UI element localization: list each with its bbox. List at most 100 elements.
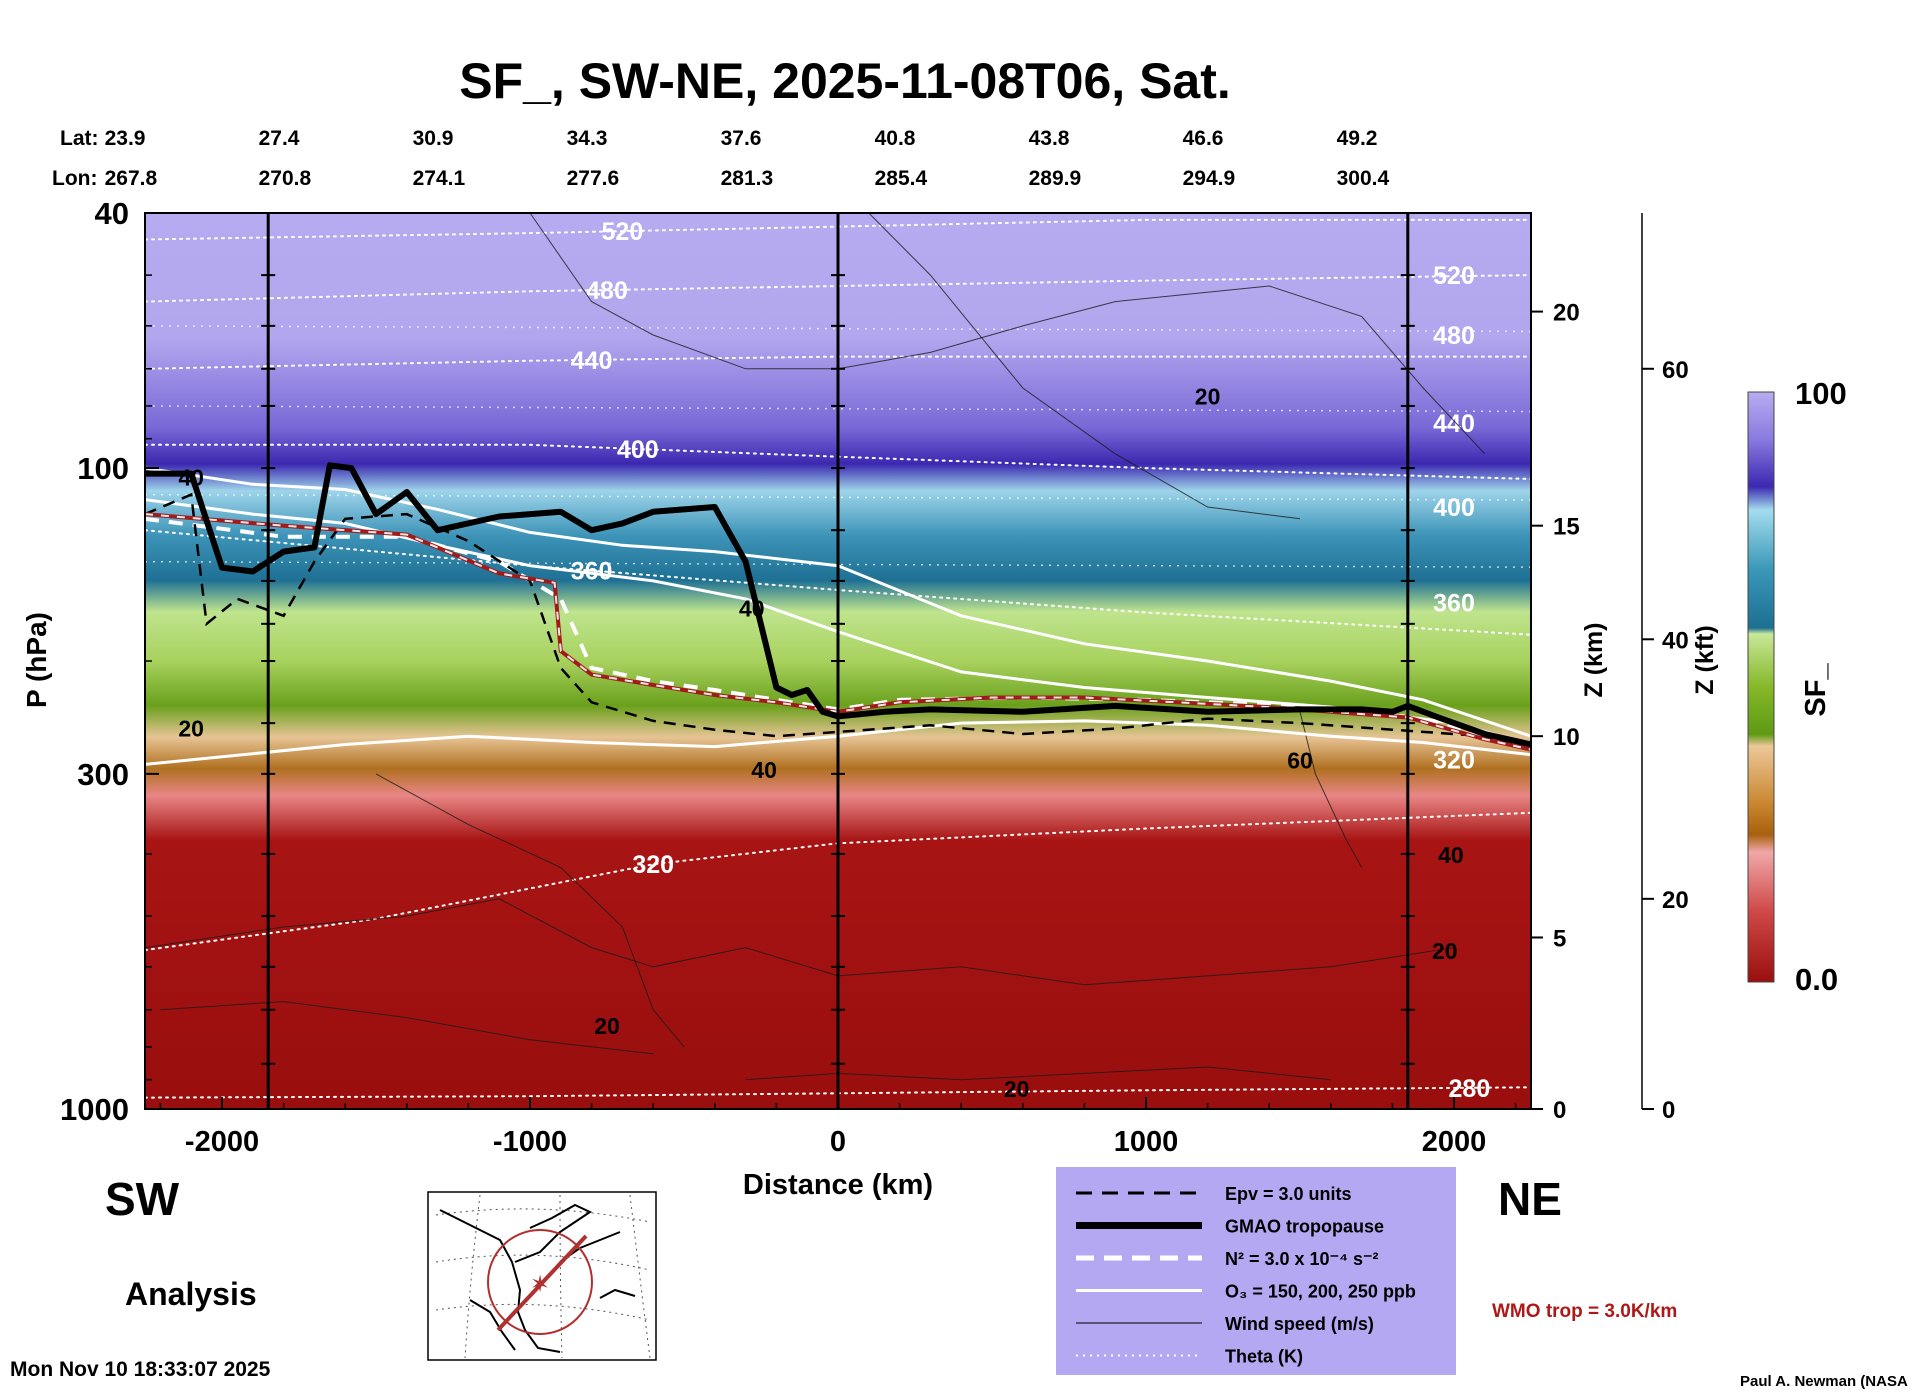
lat-value: 40.8 xyxy=(875,127,916,150)
wind-speed-contour xyxy=(745,1066,1331,1081)
epv-contour xyxy=(145,492,1531,751)
lat-value: 43.8 xyxy=(1029,127,1070,150)
z-km-axis-label: Z (km) xyxy=(1580,623,1608,698)
ozone-contour xyxy=(145,466,1531,738)
colorbar-max-label: 100 xyxy=(1795,376,1847,411)
lon-value: 285.4 xyxy=(875,167,928,190)
z-kft-tick-label: 60 xyxy=(1662,357,1689,384)
region-right-label: NE xyxy=(1498,1173,1562,1225)
lon-value: 289.9 xyxy=(1029,167,1082,190)
theta-label: 280 xyxy=(1449,1075,1491,1103)
lat-value: 27.4 xyxy=(259,127,300,150)
wind-speed-contour xyxy=(529,213,1486,455)
colorbar-min-label: 0.0 xyxy=(1795,962,1838,997)
inset-map-frame xyxy=(427,1191,657,1361)
legend-label: Theta (K) xyxy=(1225,1347,1303,1367)
wind-speed-label: 20 xyxy=(1195,383,1221,409)
y-axis-label: P (hPa) xyxy=(21,612,52,708)
x-tick-label: 2000 xyxy=(1422,1126,1487,1158)
region-left-label: SW xyxy=(105,1173,180,1225)
x-axis-label: Distance (km) xyxy=(743,1169,933,1201)
theta-line xyxy=(145,811,1531,952)
credit-label: Paul A. Newman (NASA xyxy=(1740,1373,1908,1390)
legend-box xyxy=(1056,1167,1456,1375)
inset-map-center-marker: ✶ xyxy=(530,1270,550,1298)
legend: Epv = 3.0 units GMAO tropopause N² = 3.0 x… xyxy=(1056,1167,1456,1375)
latlon-labels: 23.9 27.4 30.9 34.3 37.6 40.8 43.8 46.6 49.2 267.… xyxy=(105,127,1390,190)
legend-label: N² = 3.0 x 10⁻⁴ s⁻² xyxy=(1225,1249,1378,1269)
inset-map-section-line xyxy=(496,1234,588,1332)
chart-title: SF_, SW-NE, 2025-11-08T06, Sat. xyxy=(459,53,1231,109)
theta-label: 440 xyxy=(1433,410,1475,438)
z-km-tick-label: 0 xyxy=(1553,1097,1566,1124)
theta-label: 320 xyxy=(632,851,674,879)
colorbar-gradient xyxy=(1747,391,1775,983)
x-tick-label: 0 xyxy=(830,1126,846,1158)
p-tick-label: 1000 xyxy=(60,1092,129,1127)
lon-value: 267.8 xyxy=(105,167,158,190)
wind-speed-label: 20 xyxy=(594,1013,620,1039)
lon-value: 281.3 xyxy=(721,167,774,190)
p-tick-label: 100 xyxy=(77,451,129,486)
inset-map-coastline xyxy=(439,1203,636,1353)
x-tick-label: -1000 xyxy=(493,1126,567,1158)
analysis-label: Analysis xyxy=(125,1276,257,1312)
lon-value: 274.1 xyxy=(413,167,466,190)
theta-label: 360 xyxy=(1433,589,1475,617)
wind-speed-contour xyxy=(160,1001,654,1055)
lon-value: 300.4 xyxy=(1337,167,1390,190)
ozone-contour xyxy=(145,719,1531,766)
colorbar: 100 0.0 SF_ xyxy=(1747,376,1847,997)
lat-value: 30.9 xyxy=(413,127,454,150)
lon-value: 294.9 xyxy=(1183,167,1236,190)
lon-row-label: Lon: xyxy=(52,167,97,190)
wind-speed-contour xyxy=(375,773,685,1048)
y-axis-z-kft: 60 40 20 0 xyxy=(1641,213,1689,1124)
legend-label: Epv = 3.0 units xyxy=(1225,1184,1352,1204)
inset-map-range-circle xyxy=(487,1229,593,1335)
theta-label: 480 xyxy=(1433,322,1475,350)
wind-speed-label: 20 xyxy=(1004,1076,1030,1102)
wind-speed-label: 40 xyxy=(739,595,765,621)
wind-speed-contour xyxy=(145,898,1455,986)
y-axis-pressure: 40 100 300 1000 xyxy=(60,196,159,1127)
z-kft-tick-label: 0 xyxy=(1662,1097,1675,1124)
p-tick-label: 300 xyxy=(77,757,129,792)
lat-value: 49.2 xyxy=(1337,127,1378,150)
theta-label: 520 xyxy=(602,218,644,246)
z-km-tick-label: 20 xyxy=(1553,300,1580,327)
wind-speed-label: 40 xyxy=(178,464,204,490)
legend-label: GMAO tropopause xyxy=(1225,1217,1384,1237)
plot-area: 5204804404003603202805204804404003603202… xyxy=(144,212,1532,1110)
wind-speed-contour xyxy=(1299,711,1363,868)
theta-label: 520 xyxy=(1433,262,1475,290)
z-kft-tick-label: 40 xyxy=(1662,627,1689,654)
inset-map: ✶ xyxy=(427,1191,657,1361)
wind-speed-label: 60 xyxy=(1287,748,1313,774)
theta-label: 320 xyxy=(1433,747,1475,775)
legend-label: O₃ = 150, 200, 250 ppb xyxy=(1225,1282,1416,1302)
wind-speed-label: 20 xyxy=(1432,938,1458,964)
z-km-tick-label: 5 xyxy=(1553,925,1566,952)
theta-label: 400 xyxy=(617,436,659,464)
lat-value: 23.9 xyxy=(105,127,146,150)
lon-value: 277.6 xyxy=(567,167,620,190)
z-km-tick-label: 10 xyxy=(1553,724,1580,751)
x-tick-label: 1000 xyxy=(1114,1126,1179,1158)
x-tick-label: -2000 xyxy=(185,1126,259,1158)
lon-value: 270.8 xyxy=(259,167,312,190)
theta-label: 400 xyxy=(1433,494,1475,522)
wind-speed-label: 40 xyxy=(1438,842,1464,868)
z-km-tick-label: 15 xyxy=(1553,514,1580,541)
x-axis: -2000 -1000 0 1000 2000 xyxy=(159,1097,1517,1158)
colorbar-label: SF_ xyxy=(1800,663,1832,717)
theta-label: 480 xyxy=(586,277,628,305)
lat-value: 34.3 xyxy=(567,127,608,150)
theta-label: 440 xyxy=(571,347,613,375)
wind-speed-label: 20 xyxy=(178,716,204,742)
p-tick-label: 40 xyxy=(95,196,129,231)
overlay-lines: 5204804404003603202805204804404003603202… xyxy=(145,213,1531,1109)
z-kft-tick-label: 20 xyxy=(1662,887,1689,914)
wind-speed-contour xyxy=(868,213,1301,520)
